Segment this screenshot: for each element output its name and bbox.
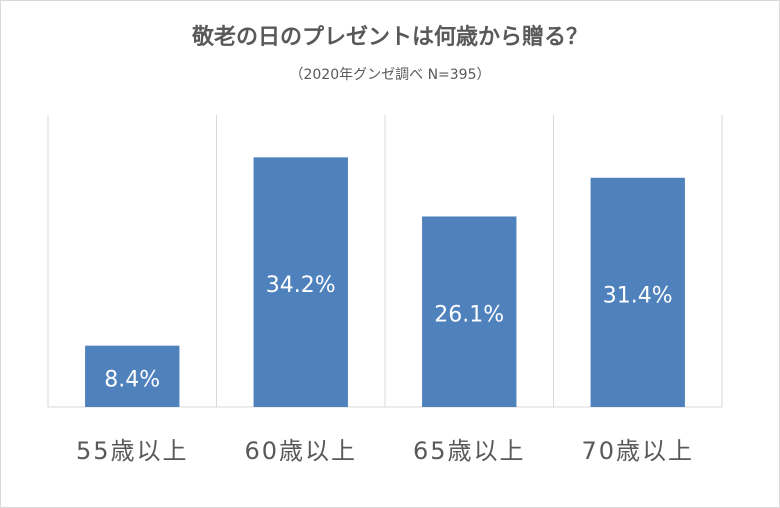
value-label: 34.2%: [266, 273, 336, 298]
chart-subtitle: （2020年グンゼ調べ N=395）: [289, 67, 490, 83]
x-tick-label: 60歳以上: [244, 437, 357, 465]
x-tick-label: 65歳以上: [413, 437, 526, 465]
x-tick-label: 55歳以上: [76, 437, 189, 465]
value-label: 31.4%: [603, 283, 673, 308]
bar: [85, 345, 180, 407]
value-label: 26.1%: [434, 303, 504, 328]
chart-title: 敬老の日のプレゼントは何歳から贈る？: [191, 24, 588, 50]
value-label: 8.4%: [104, 367, 160, 392]
bar: [253, 157, 348, 407]
bar: [422, 216, 517, 407]
bar: [590, 177, 685, 407]
x-tick-label: 70歳以上: [581, 437, 694, 465]
